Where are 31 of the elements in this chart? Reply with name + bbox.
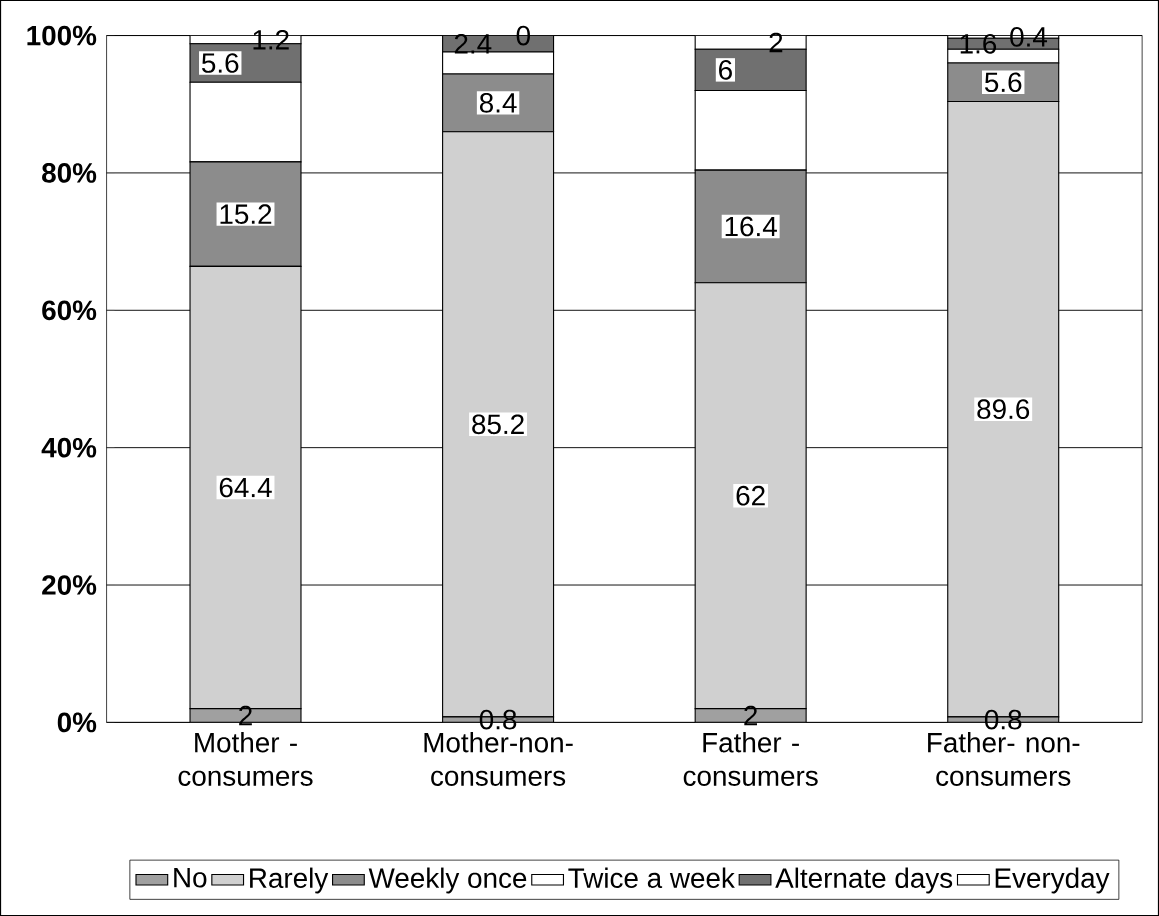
legend-label: Weekly once (368, 867, 527, 894)
data-label: 1.6 (960, 33, 997, 54)
data-label: 6 (719, 59, 732, 80)
y-tick-label: 20% (42, 575, 97, 595)
data-label: 16.4 (725, 216, 777, 237)
data-label: 62 (736, 485, 765, 506)
y-tick-label: 80% (42, 162, 97, 183)
data-label: 2 (769, 32, 783, 53)
x-tick-label: Father- non-consumers (928, 731, 1080, 786)
data-label: 64.4 (219, 477, 272, 498)
data-label: 5.6 (984, 72, 1022, 93)
data-label: 2.4 (454, 33, 492, 54)
legend-label: Twice a week (568, 867, 735, 888)
legend-label: Rarely (250, 867, 329, 894)
legend-label: Alternate days (775, 867, 953, 894)
y-tick-label: 100% (27, 25, 97, 46)
data-label: 0 (516, 25, 530, 46)
data-label: 85.2 (472, 414, 524, 435)
y-tick-label: 60% (42, 300, 97, 321)
legend-label: No (174, 868, 207, 888)
x-tick-label: Mother - consumers (178, 731, 313, 786)
legend-label: Everyday (995, 867, 1110, 894)
y-tick-label: 0% (57, 712, 97, 733)
data-label: 15.2 (220, 204, 272, 224)
data-label: 89.6 (977, 399, 1030, 419)
x-tick-label: Father - consumers (683, 731, 818, 786)
x-tick-label: Mother-non-consumers (424, 731, 573, 786)
data-label: 8.4 (479, 92, 517, 113)
data-label: 0.4 (1010, 26, 1048, 47)
data-label: 5.6 (201, 53, 239, 73)
y-tick-label: 40% (41, 437, 97, 458)
